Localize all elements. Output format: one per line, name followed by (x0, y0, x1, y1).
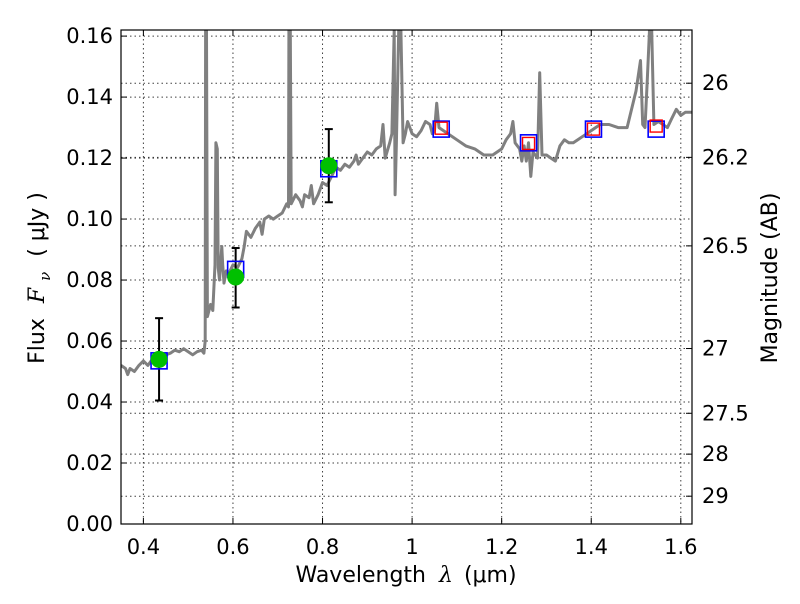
y2-tick-label: 29 (702, 484, 729, 508)
y2-tick-label: 26.5 (702, 234, 749, 258)
y-tick-label: 0.04 (66, 390, 113, 414)
y-tick-label: 0.00 (66, 512, 113, 536)
y-tick-label: 0.02 (66, 451, 113, 475)
ir-band-square (434, 121, 448, 135)
y-axis-label: Flux (25, 318, 50, 364)
axes: 0.4 0.6 0.8 1 1.2 1.4 1.6 0.00 0.02 0.04 0.06 0.08 0… (66, 24, 749, 559)
y2-tick-label: 27 (702, 337, 729, 361)
x-tick-label: 1.2 (485, 535, 518, 559)
ir-band-square (649, 119, 663, 133)
y-axis-subscript: ν (36, 272, 54, 281)
x-tick-label: 1 (405, 535, 418, 559)
data-series (121, 30, 692, 402)
model-band-square (584, 120, 603, 138)
ir-band-square (586, 122, 601, 136)
x-axis-unit: (μm) (464, 563, 517, 588)
y2-tick-label: 27.5 (702, 401, 749, 425)
plot-frame (120, 29, 693, 525)
y2-tick-label: 28 (702, 442, 729, 466)
x-tick-label: 0.8 (306, 535, 339, 559)
ir-band-square (521, 136, 536, 151)
y-tick-label: 0.10 (66, 207, 113, 231)
x-axis-label: Wavelength (295, 563, 426, 588)
y-tick-label: 0.14 (66, 85, 113, 109)
y-axis-unit: ( μJy ) (25, 192, 50, 257)
y-tick-label: 0.16 (66, 24, 113, 48)
model-spectrum-line (121, 30, 692, 377)
observed-point (320, 157, 338, 175)
plot-background (121, 30, 692, 524)
x-tick-label: 1.4 (575, 535, 608, 559)
y-tick-label: 0.08 (66, 268, 113, 292)
x-axis-lambda: λ (438, 563, 453, 588)
model-band-square (432, 120, 451, 138)
y2-axis-title: Magnitude (AB) (758, 193, 783, 364)
model-band-square (647, 120, 665, 138)
observed-point (150, 350, 168, 368)
y-tick-label: 0.06 (66, 329, 113, 353)
observed-point (227, 268, 245, 286)
x-tick-label: 0.4 (127, 535, 160, 559)
x-axis-title: Wavelength λ (μm) (295, 563, 516, 588)
x-tick-label: 0.6 (216, 535, 249, 559)
y-tick-label: 0.12 (66, 146, 113, 170)
y-axis-title: Flux F ν ( μJy ) (25, 192, 56, 364)
y2-tick-label: 26 (702, 71, 729, 95)
x-tick-label: 1.6 (664, 535, 697, 559)
model-band-square (519, 134, 538, 152)
y-axis-symbol: F (25, 287, 50, 304)
y2-tick-label: 26.2 (702, 145, 749, 169)
